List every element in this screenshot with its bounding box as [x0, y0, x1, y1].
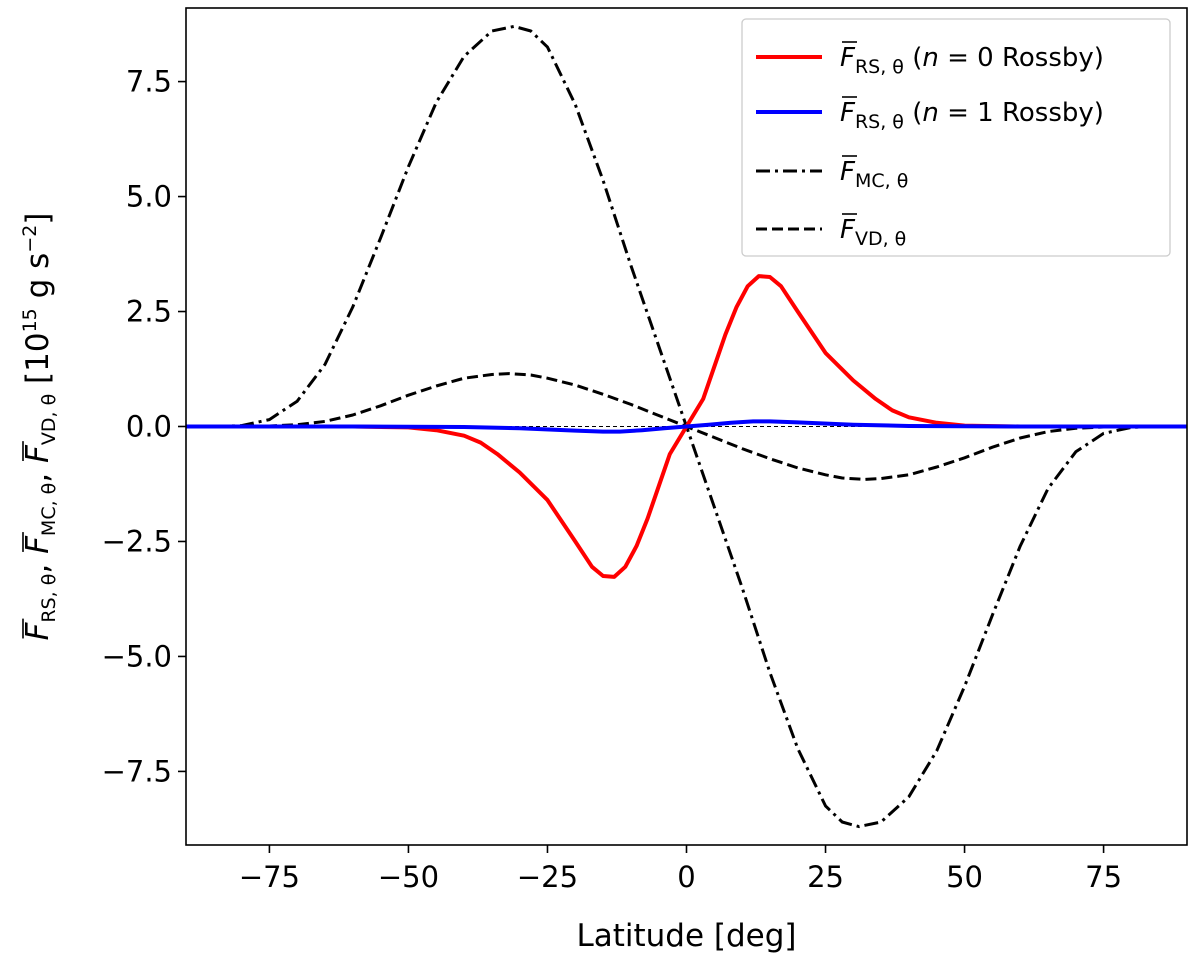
ylabel-exp-m2: −2 [19, 225, 41, 253]
y-tick-label: 0.0 [126, 410, 172, 444]
x-tick-label: −25 [517, 860, 578, 894]
legend-label-vd: FVD, θ [840, 215, 906, 250]
y-tick-label: 2.5 [126, 295, 172, 329]
ylabel-f-mc: F [20, 535, 56, 554]
y-axis-label: FRS, θ, FMC, θ, FVD, θ [1015 g s−2] [19, 213, 60, 641]
y-tick-label: 7.5 [126, 65, 172, 99]
ylabel-sub-rs: RS, θ [38, 574, 60, 623]
y-tick-label: −7.5 [102, 754, 172, 788]
legend-label-n-0-rossby: FRS, θ (n = 0 Rossby) [840, 43, 1104, 78]
ylabel-sep-1: , [20, 554, 56, 574]
ylabel-sep-2: , [20, 463, 56, 483]
y-tick-label: −5.0 [102, 639, 172, 673]
x-tick-label: 75 [1085, 860, 1122, 894]
ylabel-unit-close: ] [20, 213, 56, 225]
x-tick-label: −75 [239, 860, 300, 894]
plot-area [186, 24, 1187, 829]
x-tick-label: −50 [378, 860, 439, 894]
ylabel-sub-mc: MC, θ [38, 483, 60, 536]
ylabel-sub-vd: VD, θ [38, 394, 60, 445]
svg-text:FRS, θ, FMC, θ, FVD, θ [1015 g: FRS, θ, FMC, θ, FVD, θ [1015 g s−2] [19, 213, 60, 641]
ylabel-f-rs: F [20, 621, 56, 640]
x-tick-label: 50 [946, 860, 983, 894]
x-tick-label: 0 [677, 860, 695, 894]
x-axis: −75 −50 −25 0 25 50 75 [239, 845, 1122, 894]
ylabel-unit-gs: g s [20, 253, 56, 309]
legend: FRS, θ (n = 0 Rossby) FRS, θ (n = 1 Rossb… [741, 18, 1171, 257]
y-axis: −7.5 −5.0 −2.5 0.0 2.5 5.0 7.5 [102, 65, 186, 788]
x-tick-label: 25 [807, 860, 844, 894]
x-axis-label: Latitude [deg] [576, 918, 796, 954]
ylabel-f-vd: F [20, 444, 56, 463]
ylabel-unit-open: [10 [20, 332, 56, 393]
ylabel-exp-15: 15 [19, 308, 41, 332]
legend-label-mc: FMC, θ [840, 157, 908, 192]
legend-box [741, 18, 1171, 257]
series-line-n-1-rossby [186, 419, 1187, 434]
y-tick-label: −2.5 [102, 524, 172, 558]
y-tick-label: 5.0 [126, 180, 172, 214]
legend-label-n-1-rossby: FRS, θ (n = 1 Rossby) [840, 98, 1104, 133]
